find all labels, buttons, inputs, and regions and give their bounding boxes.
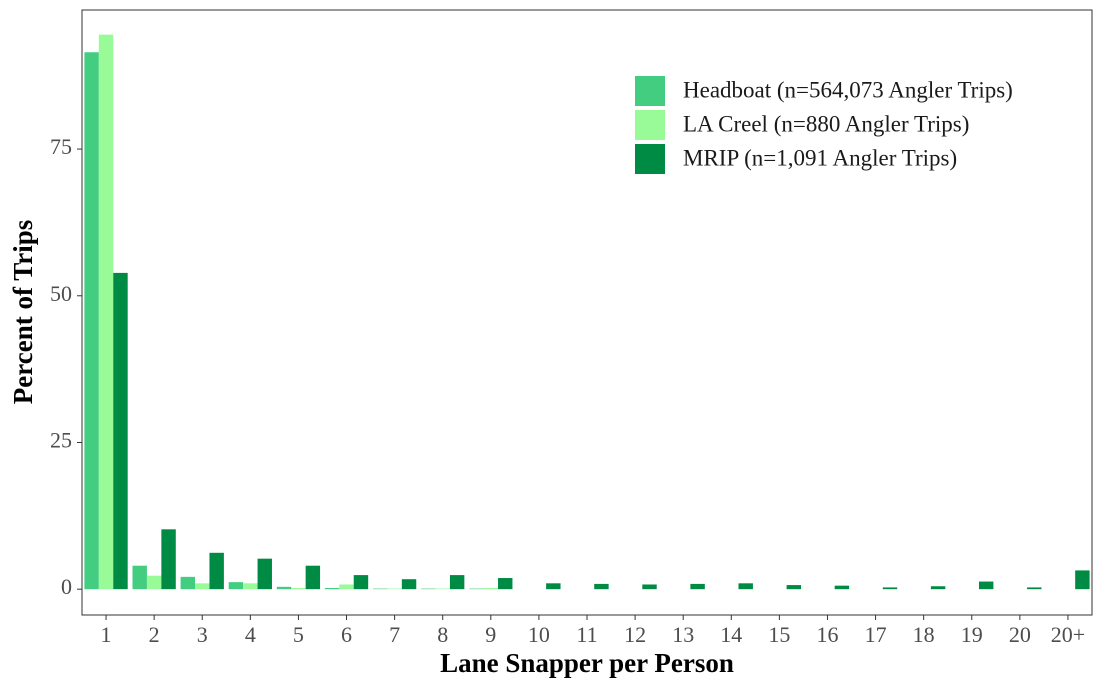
y-tick-label: 25 [50,428,72,453]
bar [1027,587,1042,590]
legend-label: LA Creel (n=880 Angler Trips) [683,111,969,136]
bar [324,588,340,590]
bar [113,272,128,590]
bar [228,582,244,590]
bar [978,581,994,590]
x-tick-label: 11 [576,622,597,647]
bar [930,586,946,590]
x-tick-label: 15 [768,622,790,647]
bar [594,583,609,590]
x-tick-label: 7 [389,622,400,647]
bar [353,575,369,590]
x-tick-label: 13 [672,622,694,647]
bar [421,588,436,590]
legend-label: Headboat (n=564,073 Angler Trips) [683,77,1013,102]
bar [498,578,513,590]
x-tick-label: 6 [341,622,352,647]
x-tick-label: 9 [485,622,496,647]
x-tick-label: 8 [437,622,448,647]
bar [339,584,354,590]
bar [469,588,484,590]
bar [291,588,306,590]
bar [690,583,705,590]
bar [84,52,99,590]
x-tick-label: 10 [528,622,550,647]
y-tick-label: 50 [50,281,72,306]
x-tick-label: 5 [293,622,304,647]
legend-label: MRIP (n=1,091 Angler Trips) [683,145,957,170]
x-tick-label: 16 [816,622,838,647]
x-tick-label: 3 [197,622,208,647]
bar [546,583,561,590]
legend-key [635,76,665,106]
bar [146,575,162,590]
bar [882,587,898,590]
x-tick-label: 14 [720,622,742,647]
legend-key [635,144,665,174]
bar [435,588,450,590]
bar [834,585,850,590]
bar [1075,570,1090,590]
x-tick-label: 20+ [1051,622,1085,647]
bar [98,34,114,590]
bar [305,565,321,590]
bar [483,588,499,590]
bar [276,586,292,590]
bar [195,583,210,590]
x-tick-label: 19 [961,622,983,647]
x-tick-label: 17 [865,622,887,647]
x-tick-label: 2 [149,622,160,647]
x-tick-label: 4 [245,622,256,647]
bar [387,588,402,590]
x-tick-label: 1 [101,622,112,647]
x-axis-title: Lane Snapper per Person [440,648,734,678]
bar [642,584,657,590]
bar [209,552,224,590]
x-tick-label: 12 [624,622,646,647]
x-tick-label: 20 [1009,622,1031,647]
bar [738,583,753,590]
y-tick-label: 75 [50,134,72,159]
bar [401,579,417,590]
bar [257,558,272,590]
bar [449,575,465,590]
bar [161,529,176,590]
legend-key [635,110,665,140]
bar [180,576,196,590]
panel-border [81,9,1093,616]
bar [132,565,147,590]
bar [243,583,258,590]
bar [786,585,802,590]
y-axis-title: Percent of Trips [8,220,38,404]
y-tick-label: 0 [61,574,72,599]
bar [372,588,388,590]
x-tick-label: 18 [913,622,935,647]
